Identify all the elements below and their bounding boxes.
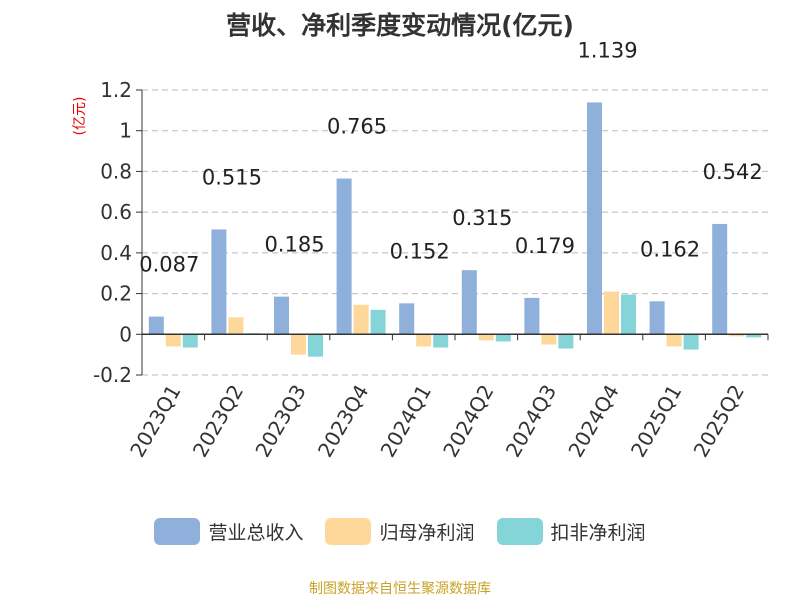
x-tick-label: 2023Q4 [313,381,373,462]
legend-label-net-profit: 归母净利润 [379,522,475,544]
legend-label-deducted-net-profit: 扣非净利润 [550,522,646,544]
y-tick-label: 0 [119,322,132,346]
legend-label-revenue: 营业总收入 [208,522,304,544]
bars [148,102,762,357]
y-tick-label: 1.2 [100,78,132,102]
net-profit-bar [291,334,306,355]
legend-swatch-revenue [154,518,201,545]
x-tick-label: 2024Q1 [376,381,436,462]
revenue-bar [274,296,289,335]
legend-swatch-deducted-net-profit [496,518,543,545]
data-label: 0.087 [139,253,199,277]
x-tick-label: 2025Q2 [689,381,749,462]
y-tick-label: 0.4 [100,241,132,265]
y-tick-label: 0.2 [100,282,132,306]
y-tick-label: 0.8 [100,159,132,183]
x-tick-label: 2024Q4 [563,381,623,462]
data-label: 0.185 [264,233,324,257]
x-tick-label: 2023Q1 [125,381,185,462]
net-profit-bar [228,317,244,335]
x-tick-label: 2023Q2 [188,381,248,462]
data-label: 0.515 [202,165,262,189]
deducted-net-profit-bar [683,334,699,350]
net-profit-bar [416,334,432,347]
net-profit-bar [666,334,682,347]
net-profit-bar [604,291,619,335]
deducted-net-profit-bar [370,309,386,335]
chart-title: 营收、净利季度变动情况(亿元) [226,11,574,40]
deducted-net-profit-bar [433,334,449,348]
net-profit-bar [541,334,557,345]
revenue-bar [399,303,415,335]
deducted-net-profit-bar [182,334,198,348]
deducted-net-profit-bar [621,294,636,335]
y-tick-label: 0.6 [100,200,132,224]
deducted-net-profit-bar [746,334,762,338]
x-tick-label: 2024Q3 [501,381,561,462]
y-axis-label: (亿元) [72,97,88,136]
revenue-bar [461,270,477,335]
revenue-bar [587,102,602,335]
revenue-bar [524,297,540,335]
data-label: 0.179 [515,234,575,258]
data-label: 0.765 [327,115,387,139]
revenue-bar [336,178,352,335]
y-tick-label: -0.2 [93,363,132,387]
net-profit-bar [478,334,494,341]
x-tick-label: 2023Q3 [250,381,310,462]
data-label: 1.139 [577,38,637,62]
source-note: 制图数据来自恒生聚源数据库 [309,581,491,597]
deducted-net-profit-bar [495,334,511,342]
revenue-bar [712,223,728,335]
net-profit-bar [353,304,369,335]
deducted-net-profit-bar [308,334,323,357]
legend-item-deducted-net-profit[interactable]: 扣非净利润 [496,518,646,545]
grid-lines [142,89,768,376]
legend-item-revenue[interactable]: 营业总收入 [154,518,303,545]
legend: 营业总收入 归母净利润 扣非净利润 [0,518,800,545]
data-label: 0.315 [452,206,512,230]
data-label: 0.152 [390,239,450,263]
legend-swatch-net-profit [325,518,372,545]
revenue-bar [148,316,164,335]
x-tick-label: 2024Q2 [438,381,498,462]
y-tick-label: 1 [119,119,132,143]
net-profit-bar [729,334,745,337]
net-profit-bar [165,334,181,347]
deducted-net-profit-bar [558,334,574,349]
data-label: 0.162 [640,237,700,261]
revenue-bar [211,229,227,335]
legend-item-net-profit[interactable]: 归母净利润 [325,518,475,545]
revenue-bar [649,301,665,335]
x-tick-label: 2025Q1 [626,381,686,462]
data-label: 0.542 [703,160,763,184]
